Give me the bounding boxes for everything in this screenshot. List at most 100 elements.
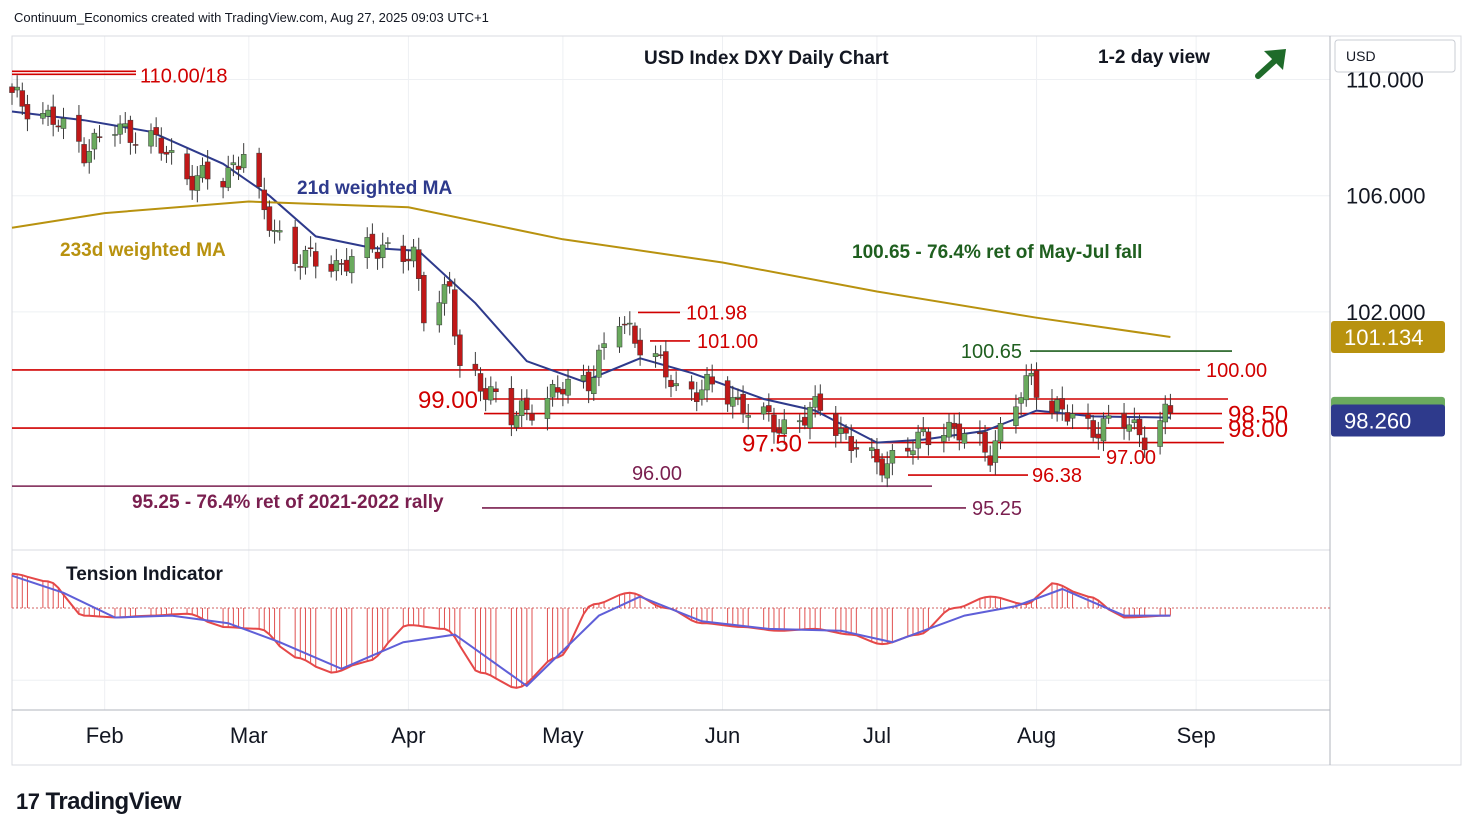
- price-chart[interactable]: 110.00/18 101.98 101.00 100.65 100.00 99.00 98…: [0, 0, 1474, 780]
- candle-body: [766, 405, 772, 412]
- tradingview-logo[interactable]: 17 TradingView: [16, 788, 181, 816]
- candle-body: [1131, 419, 1138, 423]
- candle-body: [189, 175, 195, 191]
- tradingview-mark-icon: 17: [16, 789, 40, 814]
- candle-body: [1141, 437, 1148, 451]
- candle-body: [45, 109, 51, 117]
- candle-body: [982, 431, 988, 453]
- candle-body: [40, 113, 46, 119]
- annotations: 110.00/18 101.98 101.00 100.65 100.00 99.00 98…: [60, 47, 1288, 520]
- candle-body: [796, 420, 803, 423]
- candle-body: [817, 393, 824, 411]
- candle-body: [256, 152, 262, 187]
- candle-body: [364, 237, 370, 258]
- candle-body: [580, 375, 587, 382]
- candle-body: [1033, 370, 1040, 398]
- level-label: 99.00: [418, 387, 478, 414]
- candle-body: [977, 432, 983, 435]
- candle-body: [385, 242, 391, 244]
- candle-body: [415, 249, 422, 279]
- candle-body: [1085, 414, 1091, 419]
- level-label: 101.98: [686, 302, 747, 324]
- candle-body: [627, 322, 633, 325]
- candle-body: [230, 162, 237, 166]
- outer-border: [11, 35, 1462, 766]
- candle-body: [802, 416, 808, 426]
- candle-body: [508, 388, 515, 426]
- candle-body: [807, 406, 813, 429]
- candle-body: [271, 229, 278, 232]
- candle-body: [333, 260, 340, 272]
- candle-body: [668, 379, 674, 388]
- candle-body: [14, 86, 20, 91]
- candle-body: [663, 351, 669, 378]
- candle-body: [565, 378, 571, 396]
- candle-body: [961, 433, 968, 444]
- candle-body: [19, 90, 26, 107]
- candle-body: [884, 463, 890, 479]
- candle-body: [91, 132, 98, 150]
- candle-body: [992, 440, 999, 463]
- candle-body: [704, 373, 710, 391]
- price-label: 101.134: [1344, 325, 1424, 350]
- candle-body: [199, 165, 206, 179]
- candle-body: [493, 388, 499, 392]
- candle-body: [657, 354, 664, 356]
- candle-body: [941, 435, 947, 442]
- candle-body: [50, 106, 56, 125]
- candle-body: [730, 397, 736, 407]
- candle-body: [117, 123, 123, 135]
- price-label-box-0: [1331, 321, 1445, 354]
- candle-body: [637, 339, 643, 356]
- candle-body: [343, 259, 350, 272]
- candle-body: [148, 130, 154, 147]
- candle-body: [349, 256, 355, 274]
- candle-body: [905, 447, 911, 452]
- level-label: 100.00: [1206, 360, 1267, 382]
- candle-body: [55, 125, 62, 128]
- candle-body: [838, 428, 844, 434]
- y-tick-label: 102.000: [1346, 300, 1426, 325]
- candle-body: [24, 104, 31, 120]
- candle-body: [544, 397, 551, 419]
- level-label: 101.00: [697, 331, 758, 353]
- candle-body: [482, 388, 489, 400]
- currency-label: USD: [1346, 48, 1376, 64]
- candle-body: [1059, 398, 1066, 410]
- level-label: 100.65: [961, 341, 1022, 363]
- candle-body: [513, 415, 520, 428]
- chart-title: USD Index DXY Daily Chart: [644, 48, 889, 69]
- candle-body: [951, 422, 957, 428]
- candle-body: [946, 421, 952, 438]
- candle-body: [1121, 412, 1127, 429]
- candle-body: [1095, 433, 1102, 439]
- level-label: 97.50: [742, 431, 802, 458]
- candle-body: [163, 151, 170, 155]
- x-tick-sep: Sep: [1177, 723, 1216, 748]
- candle-body: [843, 427, 849, 434]
- x-tick-feb: Feb: [86, 723, 124, 748]
- candle-body: [987, 455, 993, 466]
- candle-body: [848, 436, 854, 451]
- arrow-up-right-icon: [1255, 49, 1286, 79]
- candle-body: [436, 302, 443, 326]
- axes: Feb Mar Apr May Jun Jul Aug Sep110.000106.00010…: [86, 39, 1456, 748]
- candle-body: [194, 175, 201, 191]
- candle-body: [956, 423, 963, 441]
- candle-body: [869, 447, 875, 451]
- candle-body: [96, 136, 103, 138]
- x-tick-may: May: [542, 723, 584, 748]
- candle-body: [925, 431, 932, 446]
- candle-body: [518, 400, 525, 416]
- candle-body: [452, 289, 458, 337]
- candle-body: [369, 233, 376, 250]
- rally-retracement-annotation: 95.25 - 76.4% ret of 2021-2022 rally: [132, 492, 444, 513]
- candle-body: [204, 161, 211, 180]
- retracement-annotation: 100.65 - 76.4% ret of May-Jul fall: [852, 242, 1142, 263]
- ma21-annotation: 21d weighted MA: [297, 178, 452, 199]
- candle-body: [60, 118, 67, 129]
- candle-body: [132, 144, 139, 146]
- price-label: 98.260: [1344, 408, 1411, 433]
- candle-body: [560, 388, 566, 395]
- chart-frame: [11, 35, 1462, 766]
